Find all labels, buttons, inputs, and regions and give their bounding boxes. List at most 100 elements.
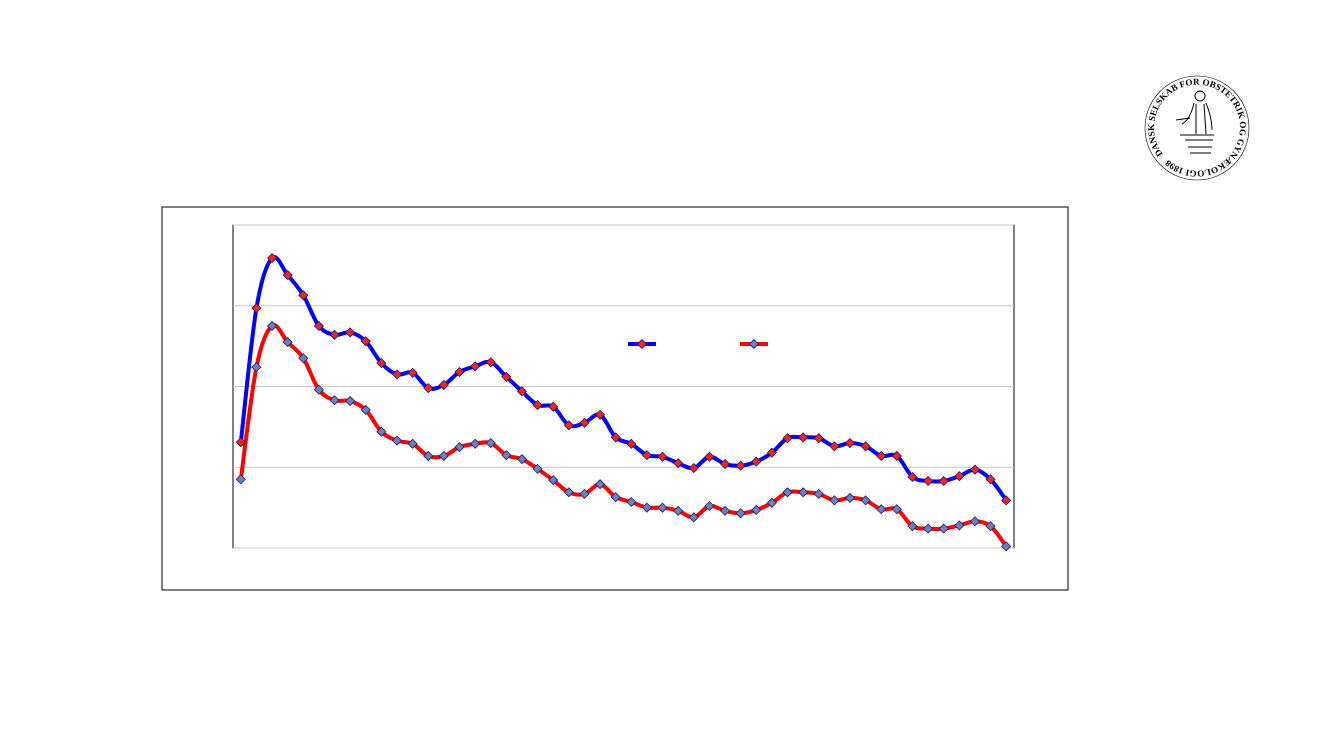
legend <box>628 338 768 350</box>
data-marker <box>688 512 699 523</box>
data-marker <box>266 320 278 332</box>
data-marker <box>563 420 574 431</box>
data-marker <box>407 438 418 449</box>
data-marker <box>251 362 262 373</box>
data-marker <box>735 508 746 519</box>
data-marker <box>485 437 496 449</box>
data-marker <box>376 426 387 437</box>
data-marker <box>501 371 512 382</box>
data-marker <box>923 475 934 487</box>
data-marker <box>345 395 356 407</box>
data-marker <box>501 450 512 461</box>
grid <box>233 224 1014 549</box>
data-marker <box>485 357 496 368</box>
data-marker <box>579 488 590 499</box>
data-marker <box>610 492 621 503</box>
data-marker <box>391 435 403 446</box>
data-marker <box>516 386 528 397</box>
data-marker <box>954 471 965 482</box>
data-marker <box>251 303 262 314</box>
data-marker <box>688 462 699 474</box>
data-marker <box>235 474 246 485</box>
data-marker <box>641 450 652 461</box>
data-marker <box>844 492 856 504</box>
data-marker <box>329 329 340 340</box>
data-marker <box>891 450 902 462</box>
data-marker <box>938 523 949 534</box>
data-marker <box>516 454 528 465</box>
data-marker <box>704 451 715 462</box>
data-marker <box>719 505 731 516</box>
data-marker <box>595 409 606 420</box>
data-marker <box>719 458 731 470</box>
data-marker <box>595 479 606 490</box>
data-marker <box>782 433 793 444</box>
logo-figure <box>1175 90 1214 154</box>
data-marker <box>985 521 996 532</box>
data-marker <box>532 463 543 474</box>
data-marker <box>423 450 434 462</box>
legend-marker <box>636 338 648 350</box>
logo: DANSK SELSKAB FOR OBSTETRIK OG GYNÆKOLOG… <box>1144 75 1250 181</box>
data-marker <box>360 336 371 347</box>
data-marker <box>548 401 559 412</box>
data-marker <box>954 520 965 531</box>
data-marker <box>313 320 324 332</box>
legend-marker <box>748 338 760 350</box>
data-marker <box>829 495 840 506</box>
data-marker <box>876 504 887 515</box>
data-marker <box>798 487 809 498</box>
data-marker <box>876 450 887 462</box>
data-marker <box>860 441 871 452</box>
data-marker <box>298 353 309 364</box>
data-marker <box>454 366 465 378</box>
data-marker <box>829 441 840 452</box>
data-marker <box>813 433 824 444</box>
data-marker <box>532 400 543 411</box>
data-marker <box>704 500 715 512</box>
data-marker <box>923 523 934 534</box>
data-marker <box>1001 541 1012 552</box>
data-marker <box>282 337 293 348</box>
data-marker <box>579 417 590 428</box>
data-marker <box>798 432 809 443</box>
data-marker <box>376 358 387 369</box>
data-marker <box>438 379 449 390</box>
data-marker <box>470 438 481 449</box>
data-marker <box>313 384 324 395</box>
series-lines <box>235 253 1012 552</box>
data-marker <box>235 437 246 448</box>
data-marker <box>985 474 996 485</box>
data-marker <box>454 441 465 453</box>
data-marker <box>407 367 418 378</box>
data-marker <box>298 290 309 301</box>
data-marker <box>751 456 762 467</box>
data-marker <box>548 475 559 486</box>
data-marker <box>673 505 684 516</box>
data-marker <box>860 495 871 506</box>
data-marker <box>1001 495 1012 506</box>
data-marker <box>657 451 668 462</box>
data-marker <box>610 432 621 443</box>
data-marker <box>907 471 918 483</box>
data-marker <box>345 327 356 338</box>
data-marker <box>673 458 684 469</box>
data-marker <box>907 521 918 532</box>
data-marker <box>438 450 449 462</box>
data-marker <box>563 487 574 498</box>
data-marker <box>470 361 481 372</box>
data-marker <box>329 395 340 406</box>
data-marker <box>391 369 403 380</box>
logo-ring <box>1144 75 1250 181</box>
data-marker <box>641 502 652 513</box>
data-marker <box>423 383 434 394</box>
data-marker <box>657 502 668 513</box>
data-marker <box>735 460 746 471</box>
data-marker <box>766 447 777 458</box>
data-marker <box>766 497 777 508</box>
data-marker <box>782 487 793 498</box>
data-marker <box>751 504 762 516</box>
data-marker <box>969 464 981 475</box>
data-marker <box>891 504 902 515</box>
